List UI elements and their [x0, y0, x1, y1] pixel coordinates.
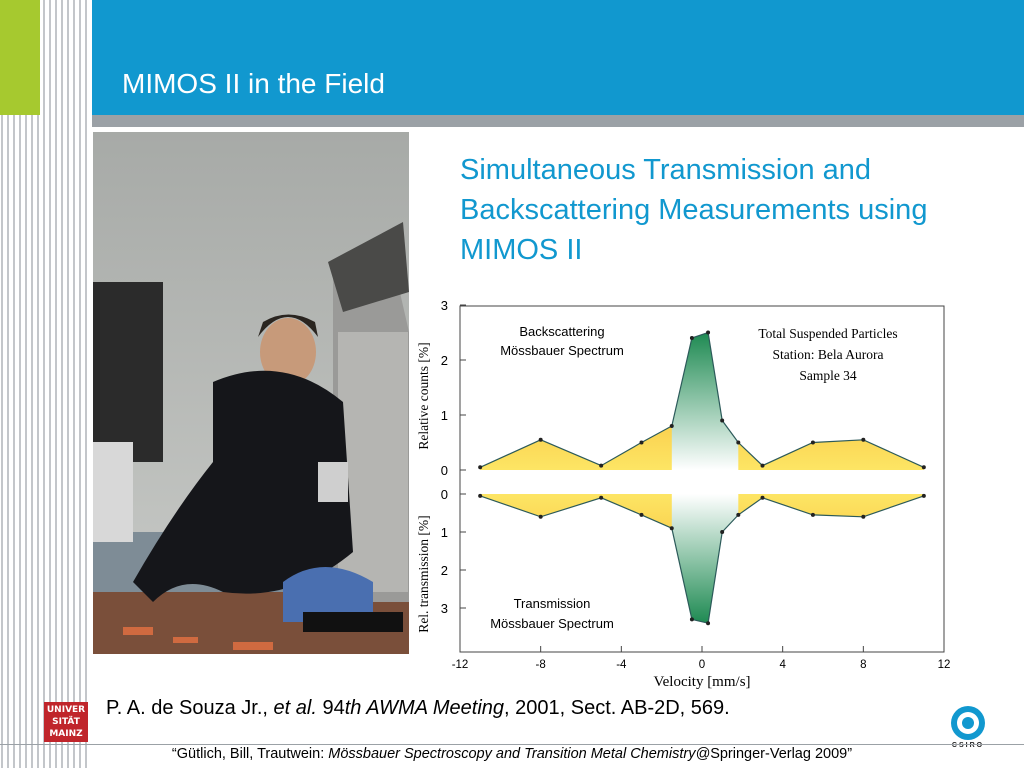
- university-mainz-logo: UNIVER SITÄT MAINZ: [44, 702, 88, 742]
- data-point: [810, 512, 815, 517]
- data-point: [760, 495, 765, 500]
- bottom-y-tick-label: 2: [441, 563, 448, 578]
- bottom-y-tick-label: 0: [441, 487, 448, 502]
- data-point: [760, 463, 765, 468]
- central-doublet: [671, 332, 739, 470]
- x-tick-label: -8: [536, 659, 546, 671]
- top-y-tick-label: 0: [441, 463, 448, 478]
- citation-authors: P. A. de Souza Jr.,: [106, 697, 274, 719]
- data-point: [599, 463, 604, 468]
- data-point: [689, 617, 694, 622]
- top-y-tick-label: 1: [441, 408, 448, 423]
- accent-block: [0, 0, 40, 115]
- slide-subtitle: Simultaneous Transmission and Backscatte…: [460, 154, 928, 266]
- top-panel-label-2: Mössbauer Spectrum: [500, 343, 624, 358]
- x-tick-label: 8: [860, 659, 866, 671]
- data-point: [669, 424, 674, 428]
- top-ylabel: Relative counts [%]: [416, 342, 431, 449]
- bottom-panel-label-1: Transmission: [514, 596, 591, 611]
- data-point: [810, 440, 815, 445]
- footer-book: Mössbauer Spectroscopy and Transition Me…: [328, 746, 711, 762]
- top-panel-label-1: Backscattering: [519, 324, 604, 339]
- field-photo: [93, 132, 409, 654]
- bottom-y-tick-label: 1: [441, 525, 448, 540]
- data-point: [639, 512, 644, 517]
- citation: P. A. de Souza Jr., et al. 94th AWMA Mee…: [106, 697, 730, 720]
- footer-suffix: Springer-Verlag 2009”: [710, 746, 853, 762]
- slide-title: MIMOS II in the Field: [122, 68, 385, 99]
- data-point: [669, 526, 674, 531]
- bottom-ylabel: Rel. transmission [%]: [416, 515, 431, 632]
- data-point: [921, 493, 926, 498]
- bottom-y-tick-label: 3: [441, 601, 448, 616]
- x-tick-label: 0: [699, 659, 705, 671]
- mainz-logo-line: MAINZ: [49, 729, 83, 739]
- annotation-3: Sample 34: [799, 368, 857, 383]
- x-tick-label: -12: [452, 659, 469, 671]
- data-point: [861, 437, 866, 442]
- data-point: [736, 440, 741, 445]
- data-point: [736, 512, 741, 517]
- x-tick-label: 12: [938, 659, 951, 671]
- footer-divider: [0, 744, 1024, 745]
- footer-credit: “Gütlich, Bill, Trautwein: Mössbauer Spe…: [0, 746, 1024, 762]
- data-point: [861, 514, 866, 519]
- data-point: [689, 336, 694, 340]
- data-point: [720, 418, 725, 423]
- data-point: [478, 493, 483, 498]
- data-point: [720, 530, 725, 534]
- top-panel-fill: [478, 330, 926, 470]
- bottom-panel-fill: [478, 493, 926, 626]
- data-point: [599, 495, 604, 500]
- top-y-tick-label: 2: [441, 353, 448, 368]
- data-point: [538, 437, 543, 442]
- x-axis-label: Velocity [mm/s]: [653, 674, 750, 690]
- central-doublet: [671, 494, 739, 624]
- mainz-logo-line: UNIVER: [46, 705, 86, 715]
- citation-etal: et al.: [273, 697, 317, 719]
- csiro-emblem-icon: [951, 706, 985, 740]
- data-point: [639, 440, 644, 445]
- data-point: [706, 621, 711, 626]
- citation-rest: , 2001, Sect. AB-2D, 569.: [504, 697, 730, 719]
- footer-prefix: “Gütlich, Bill, Trautwein:: [171, 746, 329, 762]
- csiro-text: CSIRO: [951, 742, 985, 749]
- data-point: [706, 330, 711, 335]
- title-underline: [92, 115, 1024, 127]
- x-tick-label: -4: [616, 659, 627, 671]
- citation-meeting: th AWMA Meeting: [344, 697, 505, 719]
- x-tick-label: 4: [779, 659, 786, 671]
- citation-number: 94: [316, 697, 345, 719]
- bottom-panel-label-2: Mössbauer Spectrum: [490, 616, 614, 631]
- csiro-logo: CSIRO: [944, 704, 992, 752]
- annotation-2: Station: Bela Aurora: [773, 347, 884, 362]
- title-bar: MIMOS II in the Field: [92, 0, 1024, 115]
- data-point: [538, 514, 543, 519]
- data-point: [921, 465, 926, 470]
- data-point: [478, 465, 483, 470]
- mainz-logo-line: SITÄT: [52, 717, 80, 727]
- annotation-1: Total Suspended Particles: [758, 326, 897, 341]
- decorative-stripes: [1, 0, 87, 768]
- top-y-tick-label: 3: [441, 298, 448, 313]
